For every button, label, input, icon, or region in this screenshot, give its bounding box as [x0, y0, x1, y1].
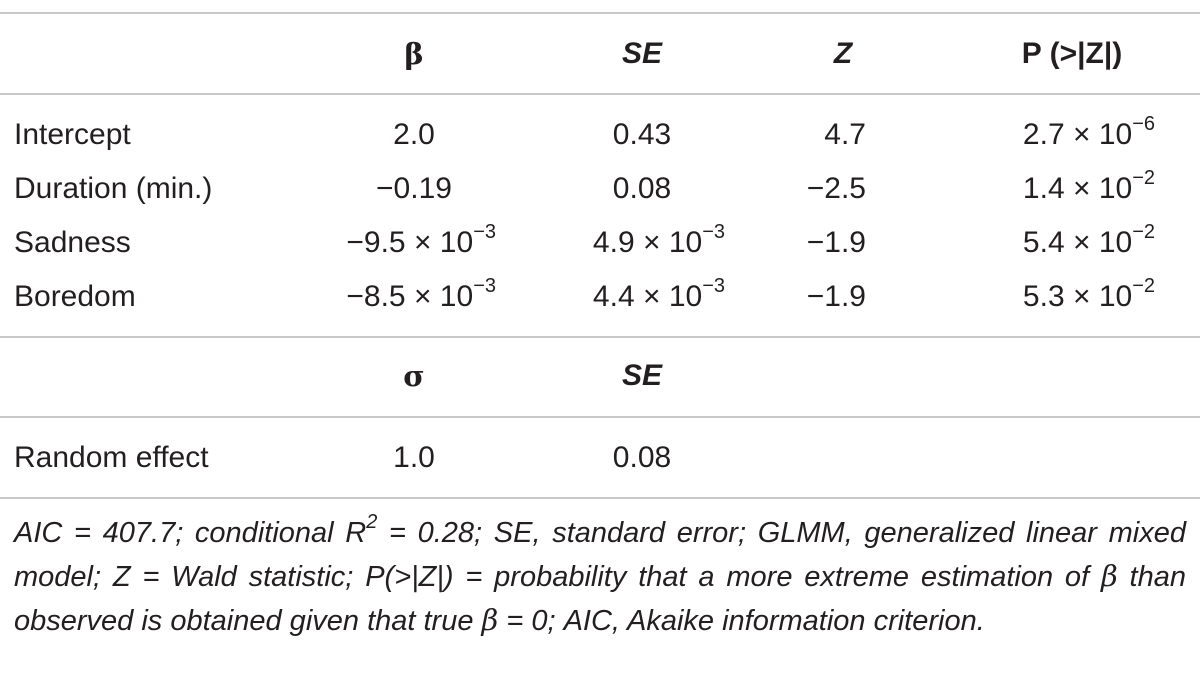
- header-se: SE: [621, 37, 663, 70]
- p-intercept: 2.7 × 10−6: [1022, 113, 1155, 155]
- z-intercept: 4.7: [824, 118, 866, 151]
- se-base: 0.43: [612, 118, 672, 151]
- se-exp: −3: [702, 275, 725, 297]
- beta-base: −0.19: [376, 172, 452, 205]
- se-duration: 0.08: [613, 169, 671, 209]
- footnote-beta-symbol: β: [481, 603, 499, 637]
- beta-intercept: 2.0: [393, 115, 435, 155]
- row-label-intercept: Intercept: [14, 118, 131, 151]
- p-base: 5.3 × 10: [1022, 280, 1133, 313]
- beta-boredom: −8.5 × 10−3: [346, 275, 496, 317]
- footnote-part3: than observed is obtained given that tru…: [14, 561, 1187, 637]
- se-base: 0.08: [612, 172, 672, 205]
- random-header-rule: [0, 416, 1200, 418]
- p-base: 1.4 × 10: [1022, 172, 1133, 205]
- se-base: 4.4 × 10: [592, 280, 703, 313]
- footnote-part1: AIC = 407.7; conditional R: [14, 517, 367, 549]
- header-sigma: σ: [403, 359, 425, 393]
- footnote-rule: [0, 497, 1200, 499]
- p-boredom: 5.3 × 10−2: [1022, 275, 1155, 317]
- beta-sadness: −9.5 × 10−3: [346, 221, 496, 263]
- header-rule: [0, 93, 1200, 95]
- row-label-random-effect: Random effect: [14, 441, 209, 474]
- z-duration: −2.5: [806, 172, 866, 205]
- p-base: 5.4 × 10: [1022, 226, 1133, 259]
- p-exp: −6: [1132, 113, 1155, 135]
- se-sadness: 4.9 × 10−3: [592, 221, 725, 263]
- se-base: 4.9 × 10: [592, 226, 703, 259]
- footnote-part2: = 0.28; SE, standard error; GLMM, genera…: [14, 517, 1186, 593]
- footnote-part4: = 0; AIC, Akaike information criterion.: [498, 605, 985, 637]
- beta-exp: −3: [473, 275, 496, 297]
- se-random-effect: 0.08: [612, 441, 672, 474]
- table-footnote: AIC = 407.7; conditional R2 = 0.28; SE, …: [14, 512, 1186, 643]
- header-beta: β: [404, 37, 424, 71]
- beta-exp: −3: [473, 221, 496, 243]
- footnote-beta-symbol: β: [1100, 559, 1118, 593]
- beta-base: −9.5 × 10: [346, 226, 474, 259]
- p-exp: −2: [1132, 167, 1155, 189]
- p-exp: −2: [1132, 275, 1155, 297]
- p-sadness: 5.4 × 10−2: [1022, 221, 1155, 263]
- p-duration: 1.4 × 10−2: [1022, 167, 1155, 209]
- sigma-random-effect: 1.0: [393, 441, 435, 474]
- header-random-se: SE: [621, 359, 663, 392]
- se-intercept: 0.43: [613, 115, 671, 155]
- z-boredom: −1.9: [806, 280, 866, 313]
- row-label-sadness: Sadness: [14, 226, 131, 259]
- beta-base: −8.5 × 10: [346, 280, 474, 313]
- se-exp: −3: [702, 221, 725, 243]
- beta-duration: −0.19: [376, 169, 452, 209]
- p-exp: −2: [1132, 221, 1155, 243]
- header-z: Z: [833, 37, 853, 70]
- p-base: 2.7 × 10: [1022, 118, 1133, 151]
- beta-base: 2.0: [393, 118, 435, 151]
- header-p: P (>|Z|): [1021, 37, 1123, 70]
- row-label-duration: Duration (min.): [14, 172, 213, 205]
- footnote-r2-exponent: 2: [366, 511, 378, 533]
- row-label-boredom: Boredom: [14, 280, 136, 313]
- se-boredom: 4.4 × 10−3: [592, 275, 725, 317]
- section-rule: [0, 336, 1200, 338]
- table-top-rule: [0, 12, 1200, 14]
- z-sadness: −1.9: [806, 226, 866, 259]
